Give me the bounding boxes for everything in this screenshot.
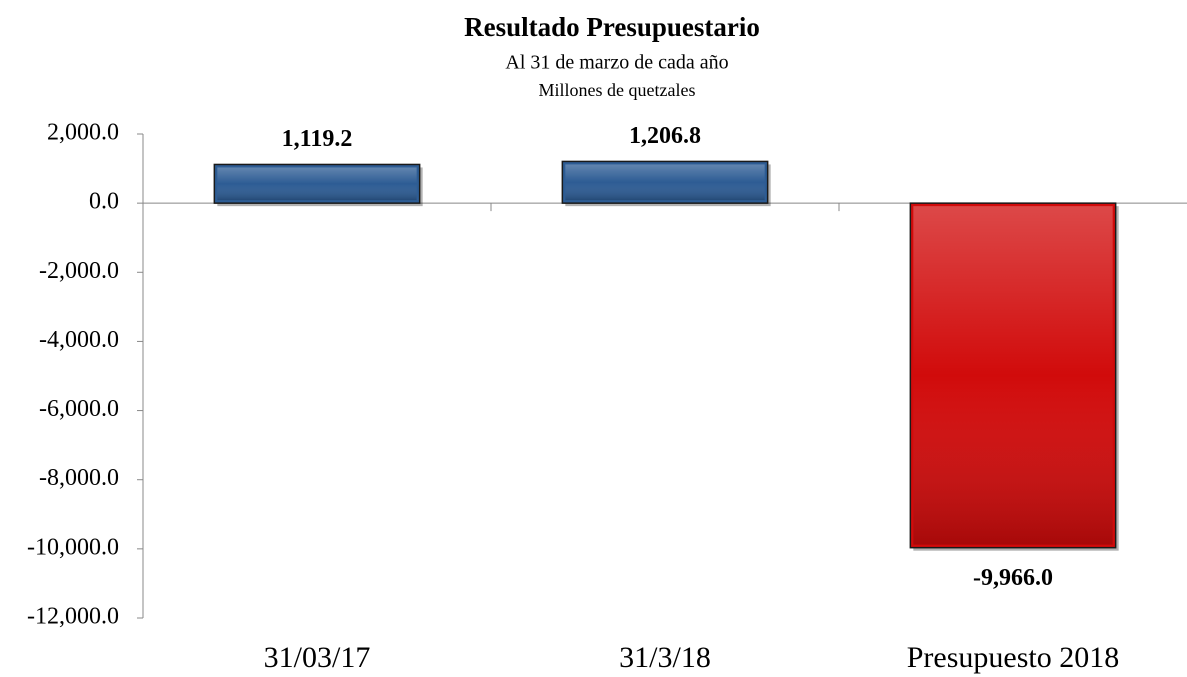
chart-subtitle: Al 31 de marzo de cada año xyxy=(505,52,728,74)
y-tick-label: -10,000.0 xyxy=(27,534,119,560)
y-tick-label: -4,000.0 xyxy=(39,327,119,353)
y-tick-label: 0.0 xyxy=(89,189,119,215)
data-label: -9,966.0 xyxy=(973,565,1053,591)
chart-units: Millones de quetzales xyxy=(539,80,696,100)
x-tick-label: Presupuesto 2018 xyxy=(907,641,1120,674)
x-tick-label: 31/3/18 xyxy=(619,641,711,674)
x-tick-label: 31/03/17 xyxy=(264,641,371,674)
y-tick-label: -6,000.0 xyxy=(39,396,119,422)
data-label: 1,206.8 xyxy=(629,123,701,149)
bar-shine xyxy=(217,167,417,201)
y-tick-label: 2,000.0 xyxy=(47,120,119,146)
data-label: 1,119.2 xyxy=(282,126,353,152)
bar-shine xyxy=(565,164,765,201)
y-tick-label: -8,000.0 xyxy=(39,465,119,491)
y-tick-label: -2,000.0 xyxy=(39,258,119,284)
y-tick-label: -12,000.0 xyxy=(27,604,119,630)
chart-title: Resultado Presupuestario xyxy=(464,12,760,42)
bar-shine xyxy=(913,206,1113,545)
